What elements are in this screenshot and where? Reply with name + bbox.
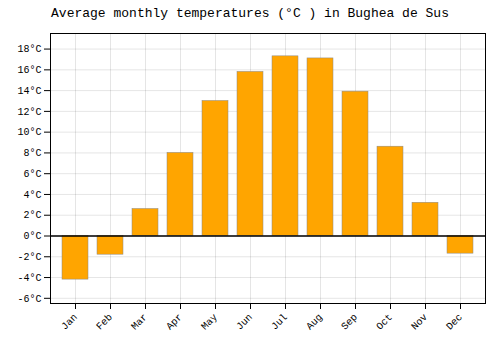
- html-text:Average monthly temperatures (: Average monthly temperatures (°C ) in Bu…: [51, 6, 449, 21]
- svg-text:Oct: Oct: [374, 312, 395, 333]
- svg-text:16°C: 16°C: [17, 65, 41, 76]
- svg-text:Feb: Feb: [94, 312, 115, 333]
- svg-text:-2°C: -2°C: [17, 252, 41, 263]
- svg-text:14°C: 14°C: [17, 86, 41, 97]
- svg-text:10°C: 10°C: [17, 127, 41, 138]
- svg-text:-4°C: -4°C: [17, 273, 41, 284]
- svg-text:12°C: 12°C: [17, 107, 41, 118]
- svg-text:4°C: 4°C: [23, 190, 41, 201]
- svg-text:Apr: Apr: [164, 312, 185, 333]
- svg-text:-6°C: -6°C: [17, 294, 41, 305]
- svg-text:Dec: Dec: [444, 312, 465, 333]
- svg-text:Jun: Jun: [234, 312, 255, 333]
- svg-text:6°C: 6°C: [23, 169, 41, 180]
- svg-text:Aug: Aug: [304, 312, 325, 333]
- svg-text:Jul: Jul: [269, 312, 290, 333]
- svg-text:0°C: 0°C: [23, 231, 41, 242]
- svg-text:2°C: 2°C: [23, 210, 41, 221]
- svg-text:Sep: Sep: [339, 312, 360, 333]
- svg-text:Jan: Jan: [59, 312, 80, 333]
- svg-text:May: May: [199, 312, 220, 333]
- svg-text:8°C: 8°C: [23, 148, 41, 159]
- svg-text:18°C: 18°C: [17, 44, 41, 55]
- svg-text:Mar: Mar: [129, 312, 150, 333]
- svg-text:Nov: Nov: [409, 312, 430, 333]
